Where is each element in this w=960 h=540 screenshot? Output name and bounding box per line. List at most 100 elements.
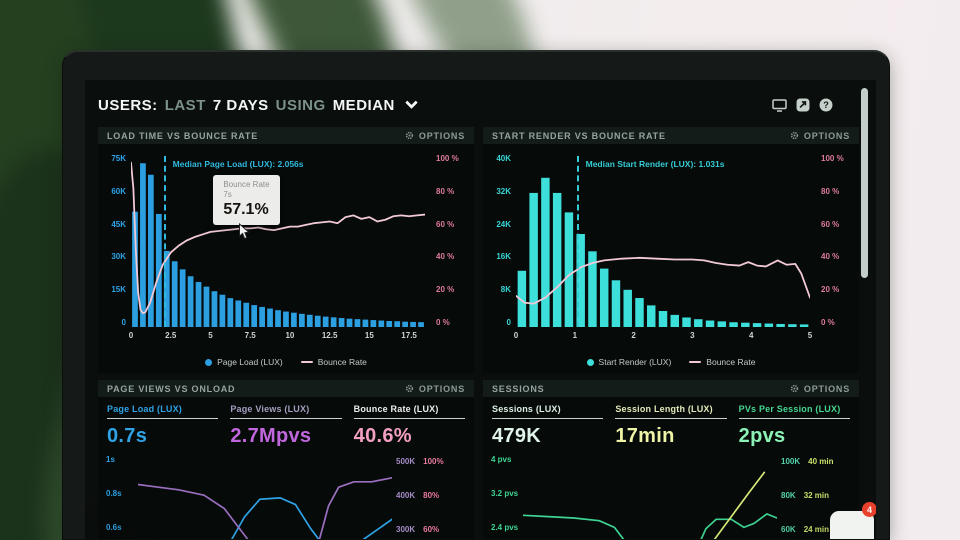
- legend-label: Bounce Rate: [706, 357, 756, 367]
- metric-value: 17min: [615, 425, 675, 447]
- axis-tick: 3: [690, 331, 695, 340]
- options-button[interactable]: OPTIONS: [790, 384, 850, 394]
- help-icon[interactable]: ?: [819, 98, 833, 112]
- plot[interactable]: Median Start Render (LUX): 1.031s: [516, 154, 810, 327]
- chat-launcher-icon[interactable]: 4: [830, 502, 876, 539]
- gear-icon: [790, 131, 799, 140]
- axis-tick: 32K: [496, 186, 511, 196]
- plot[interactable]: Median Page Load (LUX): 2.056s Bounce Ra…: [131, 154, 425, 327]
- panel-load-time: LOAD TIME VS BOUNCE RATE OPTIONS 75K 60K 4…: [98, 127, 474, 373]
- tooltip-title: Bounce Rate: [223, 179, 270, 189]
- options-button[interactable]: OPTIONS: [790, 131, 850, 141]
- metric-sessions: Sessions (LUX) 479K: [492, 404, 604, 448]
- header-icons: ?: [772, 98, 833, 112]
- title-last: LAST: [164, 96, 206, 114]
- axis-tick: 0 %: [436, 317, 450, 327]
- sparkline-area: 4 pvs 3.2 pvs 2.4 pvs 100K 40 min 80K 32 m…: [483, 451, 859, 539]
- date-range-dropdown[interactable]: USERS: LAST 7 DAYS USING MEDIAN: [98, 95, 418, 114]
- svg-text:?: ?: [823, 100, 829, 110]
- laptop: USERS: LAST 7 DAYS USING MEDIAN ?: [62, 50, 890, 540]
- axis-tick: 10: [285, 331, 295, 340]
- axis-tick: 16K: [496, 252, 511, 262]
- legend-item: Bounce Rate: [300, 357, 367, 367]
- legend-item: Start Render (LUX): [586, 357, 671, 367]
- dashboard: USERS: LAST 7 DAYS USING MEDIAN ?: [85, 80, 876, 539]
- metric-label: Sessions (LUX): [492, 404, 604, 419]
- axis-tick: 4: [748, 331, 754, 340]
- metric-value: 40.6%: [353, 425, 412, 447]
- axis-tick: 80 %: [436, 186, 455, 196]
- y-axis-left: 40K 32K 24K 16K 8K 0: [487, 154, 511, 327]
- metric-label: Page Load (LUX): [107, 404, 219, 419]
- axis-tick: 40K: [496, 154, 511, 163]
- panel-start-render: START RENDER VS BOUNCE RATE OPTIONS 40K 3…: [483, 127, 859, 373]
- axis-tick: 100 %: [436, 154, 459, 163]
- axis-tick: 0: [513, 331, 519, 340]
- chart-area: 40K 32K 24K 16K 8K 0 100 % 80 % 60 % 40 % 20 % 0 %…: [483, 144, 859, 373]
- axis-tick: 60K: [111, 186, 126, 196]
- metric-value: 479K: [492, 425, 542, 447]
- axis-tick: 8K: [500, 285, 511, 295]
- axis-tick: 2.5: [165, 331, 177, 340]
- metric-label: Page Views (LUX): [230, 404, 342, 419]
- mouse-cursor-icon: [238, 223, 251, 240]
- axis-tick: 300K 60%: [396, 525, 440, 534]
- metric-value: 0.7s: [107, 425, 148, 447]
- options-label: OPTIONS: [803, 383, 850, 394]
- median-label: Median Start Render (LUX): 1.031s: [585, 159, 725, 169]
- axis-tick: 500K 100%: [396, 457, 444, 466]
- axis-tick: 100 %: [821, 154, 844, 163]
- legend: Start Render (LUX) Bounce Rate: [483, 357, 859, 367]
- options-button[interactable]: OPTIONS: [405, 384, 465, 394]
- axis-tick: 12.5: [321, 331, 338, 340]
- share-icon[interactable]: [796, 98, 810, 112]
- metric-value: 2.7Mpvs: [230, 425, 312, 447]
- hover-tooltip: Bounce Rate 7s 57.1%: [213, 174, 280, 225]
- legend-line-swatch: [689, 361, 702, 363]
- metric-label: PVs Per Session (LUX): [738, 404, 850, 419]
- axis-tick: 4 pvs: [491, 455, 512, 464]
- notification-badge: 4: [862, 502, 876, 517]
- plot: [138, 455, 392, 539]
- legend: Page Load (LUX) Bounce Rate: [98, 357, 474, 367]
- metrics-row: Sessions (LUX) 479K Session Length (LUX)…: [483, 397, 859, 448]
- axis-tick: 60 %: [821, 219, 840, 229]
- panel-header: SESSIONS OPTIONS: [483, 380, 859, 397]
- load-time-chart[interactable]: [131, 154, 425, 327]
- options-label: OPTIONS: [418, 130, 465, 141]
- display-icon[interactable]: [772, 98, 787, 112]
- metric-page-views: Page Views (LUX) 2.7Mpvs: [230, 404, 342, 448]
- axis-tick: 80 %: [821, 186, 840, 196]
- legend-dot-swatch: [586, 358, 594, 366]
- legend-dot-swatch: [205, 358, 213, 366]
- screen: USERS: LAST 7 DAYS USING MEDIAN ?: [85, 80, 876, 539]
- sessions-chart: [523, 455, 777, 539]
- median-label: Median Page Load (LUX): 2.056s: [172, 159, 304, 169]
- options-button[interactable]: OPTIONS: [405, 131, 465, 141]
- axis-tick: 40 %: [821, 252, 840, 262]
- chevron-down-icon: [404, 95, 418, 109]
- scrollbar[interactable]: [861, 88, 868, 278]
- axis-tick: 0: [121, 317, 126, 327]
- axis-tick: 0: [128, 331, 134, 340]
- x-axis: 0 2.5 5 7.5 10 12.5 15 17.5: [128, 331, 425, 342]
- panel-page-views: PAGE VIEWS VS ONLOAD OPTIONS Page Load (…: [98, 380, 474, 539]
- title-7days: 7 DAYS: [212, 96, 269, 114]
- start-render-chart[interactable]: [516, 154, 810, 327]
- axis-tick: 3.2 pvs: [491, 489, 519, 498]
- metric-session-length: Session Length (LUX) 17min: [615, 404, 727, 448]
- app-header: USERS: LAST 7 DAYS USING MEDIAN ?: [98, 90, 859, 120]
- axis-tick: 75K: [111, 154, 126, 163]
- panel-header: LOAD TIME VS BOUNCE RATE OPTIONS: [98, 127, 474, 144]
- axis-tick: 20 %: [436, 285, 455, 295]
- gear-icon: [405, 131, 414, 140]
- axis-tick: 24K: [496, 219, 511, 229]
- y-axis-right: 100 % 80 % 60 % 40 % 20 % 0 %: [815, 154, 855, 327]
- axis-tick: 80K 32 min: [781, 491, 830, 500]
- axis-tick: 0: [506, 317, 511, 327]
- axis-tick: 2: [631, 331, 636, 340]
- legend-item: Page Load (LUX): [205, 357, 283, 367]
- metric-page-load: Page Load (LUX) 0.7s: [107, 404, 219, 448]
- axis-tick: 60K 24 min: [781, 525, 830, 534]
